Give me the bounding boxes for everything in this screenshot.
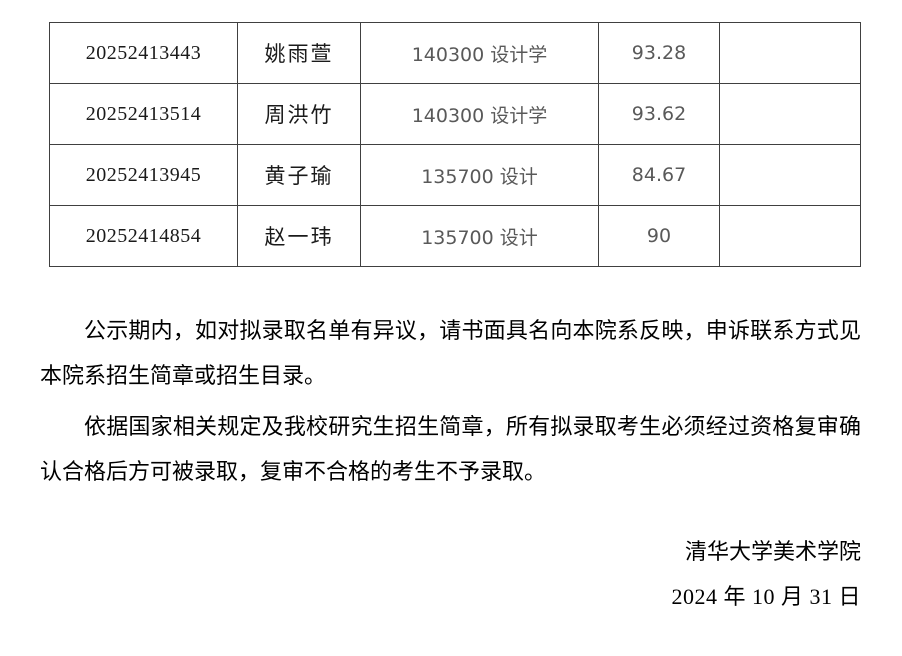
- candidate-score: 93.62: [598, 83, 720, 145]
- remark-cell: [719, 205, 861, 267]
- signature-organization: 清华大学美术学院: [684, 539, 861, 564]
- candidate-score: 90: [598, 205, 720, 267]
- candidate-name: 周洪竹: [237, 83, 361, 145]
- program-code: 140300 设计学: [360, 83, 599, 145]
- candidate-score: 93.28: [598, 22, 720, 84]
- admission-table-body: 20252413443 姚雨萱 140300 设计学 93.28 2025241…: [49, 22, 861, 267]
- candidate-id: 20252413945: [49, 144, 238, 206]
- table-row: 20252413443 姚雨萱 140300 设计学 93.28: [49, 22, 861, 84]
- candidate-name: 黄子瑜: [237, 144, 361, 206]
- candidate-id: 20252414854: [49, 205, 238, 267]
- remark-cell: [719, 144, 861, 206]
- signature-block: 清华大学美术学院 2024 年 10 月 31 日: [671, 529, 861, 619]
- program-code: 135700 设计: [360, 205, 599, 267]
- program-code: 140300 设计学: [360, 22, 599, 84]
- table-row: 20252414854 赵一玮 135700 设计 90: [49, 205, 861, 267]
- remark-cell: [719, 83, 861, 145]
- admission-list-table: 20252413443 姚雨萱 140300 设计学 93.28 2025241…: [49, 22, 861, 267]
- candidate-name: 姚雨萱: [237, 22, 361, 84]
- table-row: 20252413945 黄子瑜 135700 设计 84.67: [49, 144, 861, 206]
- signature-date: 2024 年 10 月 31 日: [671, 584, 861, 609]
- remark-cell: [719, 22, 861, 84]
- table-row: 20252413514 周洪竹 140300 设计学 93.62: [49, 83, 861, 145]
- program-code: 135700 设计: [360, 144, 599, 206]
- appeal-paragraph: 公示期内，如对拟录取名单有异议，请书面具名向本院系反映，申诉联系方式见本院系招生…: [40, 318, 861, 388]
- candidate-id: 20252413443: [49, 22, 238, 84]
- candidate-score: 84.67: [598, 144, 720, 206]
- notice-body-text: 公示期内，如对拟录取名单有异议，请书面具名向本院系反映，申诉联系方式见本院系招生…: [40, 308, 861, 500]
- candidate-id: 20252413514: [49, 83, 238, 145]
- candidate-name: 赵一玮: [237, 205, 361, 267]
- review-paragraph: 依据国家相关规定及我校研究生招生简章，所有拟录取考生必须经过资格复审确认合格后方…: [40, 414, 861, 484]
